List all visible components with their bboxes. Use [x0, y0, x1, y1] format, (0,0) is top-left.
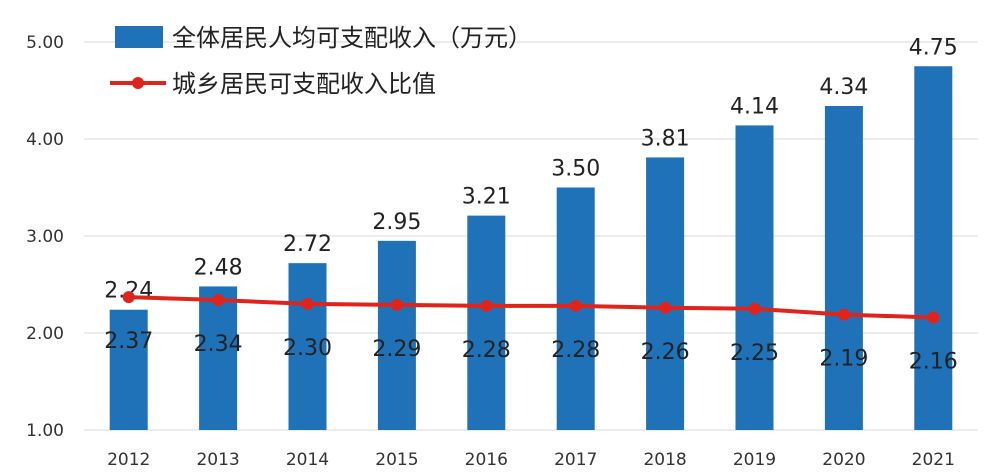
bar [199, 286, 238, 430]
line-value-label: 2.34 [194, 332, 243, 357]
x-tick-label: 2019 [733, 450, 776, 470]
line-point [748, 302, 761, 315]
line-data-labels: 2.37 2.34 2.30 2.29 2.28 2.28 2.26 2.25 2.19 2.16 [104, 329, 958, 374]
line-value-label: 2.29 [372, 337, 421, 362]
x-tick-label: 2012 [107, 450, 150, 470]
bar-value-label: 2.72 [283, 232, 332, 257]
bar [824, 106, 863, 431]
bar-value-label: 3.21 [462, 185, 511, 210]
line-point [122, 291, 135, 304]
x-tick-label: 2021 [912, 450, 955, 470]
bar [914, 66, 953, 430]
line-point [837, 308, 850, 321]
line-series [122, 291, 940, 324]
bar [109, 309, 148, 430]
line-point [212, 294, 225, 307]
y-tick-label: 3.00 [26, 227, 64, 247]
bar-value-label: 2.95 [372, 210, 421, 235]
legend-line-label: 城乡居民可支配收入比值 [172, 70, 436, 98]
line-point [480, 299, 493, 312]
bar-value-label: 4.14 [730, 94, 779, 119]
x-axis: 2012 2013 2014 2015 2016 2017 2018 2019 2020 2021 [107, 450, 955, 470]
bar [467, 215, 506, 430]
y-tick-label: 1.00 [26, 421, 64, 441]
line-value-label: 2.26 [641, 340, 690, 365]
legend-bar-swatch [115, 26, 163, 48]
line-value-label: 2.30 [283, 336, 332, 361]
line-value-label: 2.28 [551, 338, 600, 363]
x-tick-label: 2013 [196, 450, 239, 470]
y-tick-label: 4.00 [26, 130, 64, 150]
x-tick-label: 2020 [822, 450, 865, 470]
x-tick-label: 2016 [465, 450, 508, 470]
bar-value-label: 2.48 [194, 255, 243, 280]
x-tick-label: 2017 [554, 450, 597, 470]
line-point [390, 298, 403, 311]
bar [288, 263, 327, 430]
bar-value-label: 3.50 [551, 157, 600, 182]
line-value-label: 2.19 [819, 347, 868, 372]
x-tick-label: 2018 [643, 450, 686, 470]
y-tick-label: 2.00 [26, 324, 64, 344]
y-tick-label: 5.00 [26, 33, 64, 53]
legend-bar-label: 全体居民人均可支配收入（万元） [172, 24, 532, 52]
line-point [569, 299, 582, 312]
line-value-label: 2.37 [104, 329, 153, 354]
bar [735, 125, 774, 431]
line-point [301, 297, 314, 310]
bar-value-label: 4.34 [819, 75, 868, 100]
legend: 全体居民人均可支配收入（万元） 城乡居民可支配收入比值 [110, 24, 532, 98]
line-point [659, 301, 672, 314]
line-point [927, 311, 940, 324]
line-path [128, 295, 934, 320]
bar [377, 240, 416, 430]
line-value-label: 2.25 [730, 341, 779, 366]
x-tick-label: 2014 [286, 450, 329, 470]
x-tick-label: 2015 [375, 450, 418, 470]
legend-line-marker [132, 77, 144, 89]
line-value-label: 2.16 [909, 349, 958, 374]
y-axis: 1.00 2.00 3.00 4.00 5.00 [26, 33, 64, 441]
line-value-label: 2.28 [462, 338, 511, 363]
bar-value-label: 3.81 [641, 126, 690, 151]
bar-value-label: 4.75 [909, 35, 958, 60]
bar-series [109, 66, 953, 431]
bar [646, 157, 685, 430]
